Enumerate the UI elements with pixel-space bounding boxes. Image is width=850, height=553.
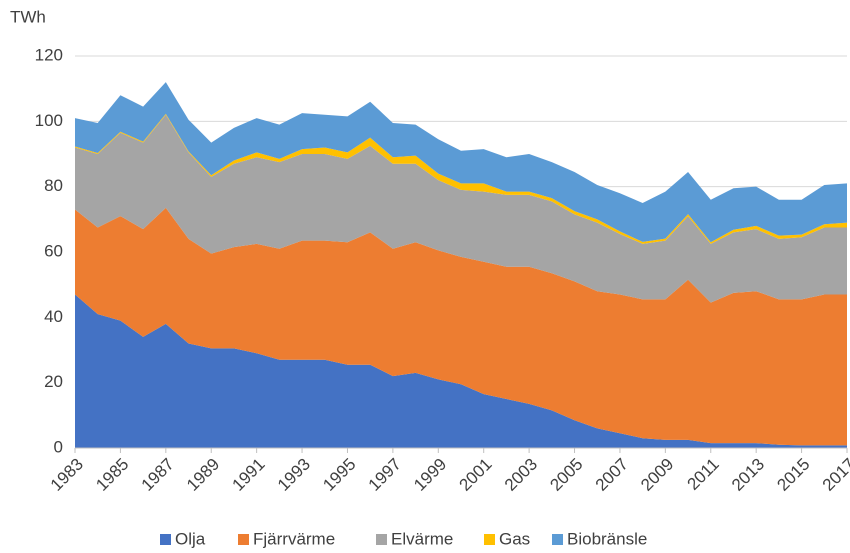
- y-tick-label: 60: [44, 241, 63, 260]
- area: [75, 114, 847, 303]
- x-tick-label: 1989: [183, 455, 223, 495]
- y-tick-label: 40: [44, 307, 63, 326]
- x-tick-label: 1999: [410, 455, 450, 495]
- legend-label: Olja: [175, 529, 206, 548]
- legend-swatch: [160, 534, 171, 545]
- y-axis-label: TWh: [10, 7, 46, 26]
- x-tick-label: 2015: [773, 455, 813, 495]
- x-tick-label: 1997: [365, 455, 405, 495]
- area: [75, 294, 847, 448]
- x-tick-label: 1991: [228, 455, 268, 495]
- y-tick-label: 0: [54, 437, 63, 456]
- x-tick-label: 2005: [546, 455, 586, 495]
- legend-swatch: [484, 534, 495, 545]
- y-tick-label: 80: [44, 176, 63, 195]
- legend-label: Elvärme: [391, 529, 453, 548]
- area: [75, 82, 847, 243]
- x-tick-label: 2007: [592, 455, 632, 495]
- x-tick-label: 1995: [319, 455, 359, 495]
- x-tick-label: 1985: [92, 455, 132, 495]
- x-tick-label: 1983: [47, 455, 87, 495]
- legend-swatch: [238, 534, 249, 545]
- x-tick-label: 2011: [683, 455, 722, 494]
- x-tick-label: 2003: [501, 455, 541, 495]
- x-tick-label: 1993: [274, 455, 314, 495]
- area: [75, 207, 847, 446]
- y-tick-label: 120: [35, 45, 63, 64]
- legend-label: Gas: [499, 529, 530, 548]
- legend-label: Biobränsle: [567, 529, 647, 548]
- legend-swatch: [376, 534, 387, 545]
- x-tick-label: 2013: [728, 455, 768, 495]
- legend-label: Fjärrvärme: [253, 529, 335, 548]
- x-tick-label: 2009: [637, 455, 677, 495]
- y-tick-label: 20: [44, 372, 63, 391]
- y-tick-label: 100: [35, 111, 63, 130]
- x-tick-label: 2017: [819, 455, 850, 495]
- x-tick-label: 2001: [456, 455, 496, 495]
- x-tick-label: 1987: [138, 455, 178, 495]
- legend-swatch: [552, 534, 563, 545]
